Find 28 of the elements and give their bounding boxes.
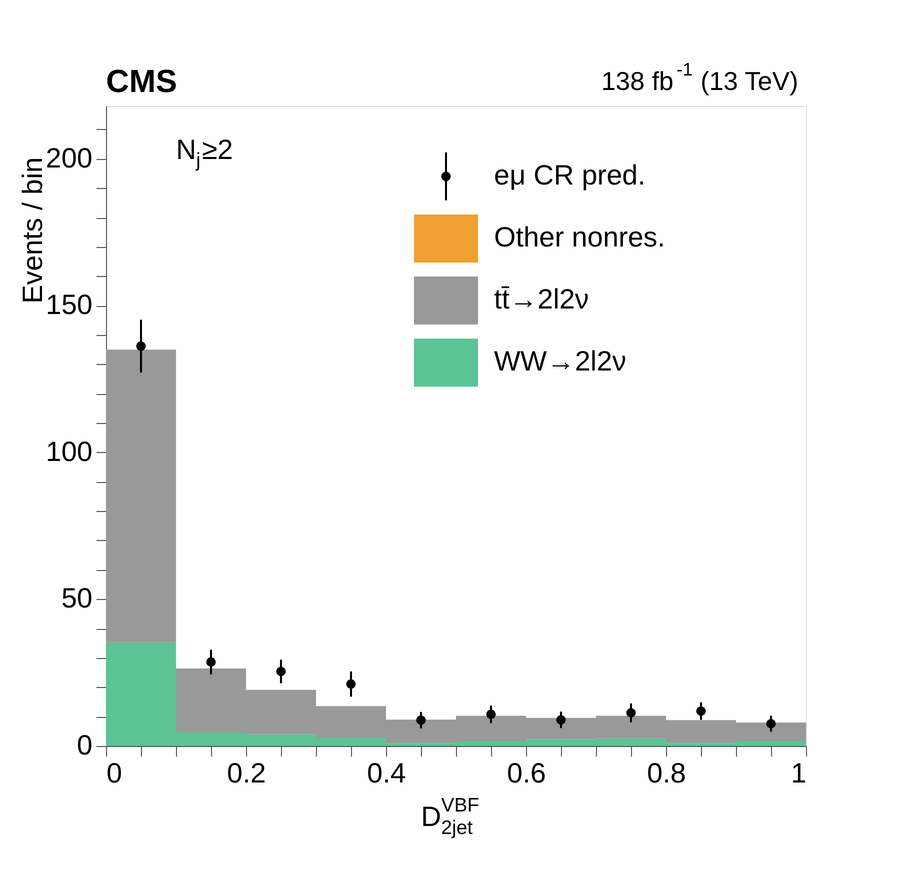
point [696, 706, 706, 716]
y-axis-title: Events / bin [17, 157, 48, 304]
point [766, 718, 776, 728]
bar [106, 350, 176, 642]
y-tick-label: 200 [46, 142, 92, 174]
legend-label: Other nonres. [494, 221, 666, 252]
x-tick-label: 0.4 [367, 758, 406, 788]
point [626, 708, 636, 718]
x-tick-label: 0.2 [227, 758, 266, 788]
x-tick-label: 0.8 [647, 758, 686, 788]
y-tick-label: 150 [46, 289, 92, 320]
legend-label: tt̄→2l2ν [494, 284, 589, 315]
point [206, 657, 216, 667]
point [486, 710, 496, 720]
point [276, 666, 286, 676]
x-tick-label: 0.6 [507, 758, 546, 788]
legend-label: WW→2l2ν [494, 346, 626, 377]
y-tick-label: 100 [46, 436, 92, 467]
point [136, 341, 146, 351]
x-tick-label: 0 [106, 758, 122, 788]
y-tick-label: 50 [61, 582, 92, 614]
point [416, 715, 426, 725]
x-tick-label: 1 [790, 758, 806, 788]
y-tick-label: 0 [76, 730, 92, 760]
point [556, 715, 566, 725]
chart-title: CMS [106, 63, 178, 99]
legend-label: eμ CR pred. [494, 159, 646, 190]
point [346, 679, 356, 689]
